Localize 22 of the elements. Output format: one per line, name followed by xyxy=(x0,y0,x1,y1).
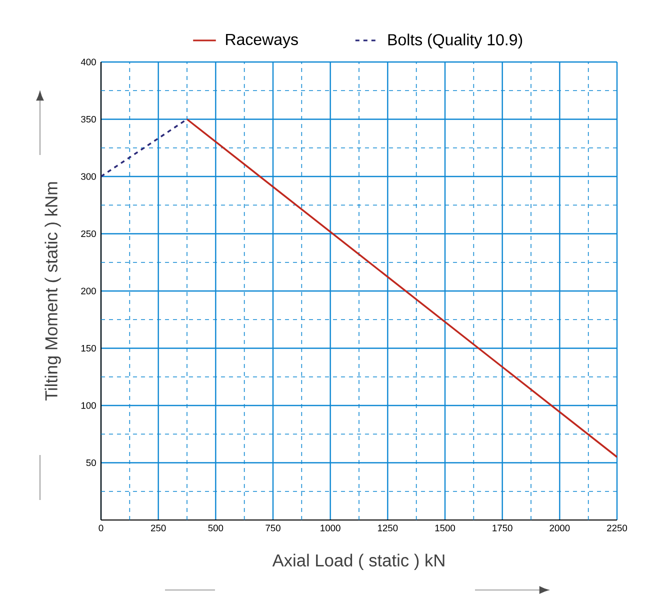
x-tick-label: 1750 xyxy=(492,524,512,532)
y-tick-label: 50 xyxy=(86,459,96,466)
y-tick-label: 150 xyxy=(81,344,96,352)
y-tick-label: 250 xyxy=(81,230,96,238)
x-tick-label: 1500 xyxy=(435,524,456,532)
x-tick-label: 1250 xyxy=(378,524,398,532)
x-tick-label: 1000 xyxy=(320,524,340,532)
y-tick-label: 300 xyxy=(81,173,96,180)
x-tick-label: 750 xyxy=(266,524,280,532)
x-axis-title: Axial Load ( static ) kN xyxy=(272,554,444,570)
x-tick-label: 2000 xyxy=(550,524,570,532)
legend-label: Bolts (Quality 10.9) xyxy=(388,34,522,49)
legend-label: Raceways xyxy=(226,34,298,48)
y-axis-title: Tilting Moment ( static ) kNm xyxy=(44,182,61,401)
y-tick-label: 400 xyxy=(80,58,96,66)
y-tick-label: 350 xyxy=(81,116,96,123)
x-tick-label: 250 xyxy=(151,524,166,532)
y-tick-label: 200 xyxy=(81,288,96,294)
y-tick-label: 100 xyxy=(81,402,96,409)
x-tick-label: 500 xyxy=(208,524,224,532)
x-tick-label: 2250 xyxy=(607,524,628,532)
x-tick-label: 0 xyxy=(98,524,104,532)
